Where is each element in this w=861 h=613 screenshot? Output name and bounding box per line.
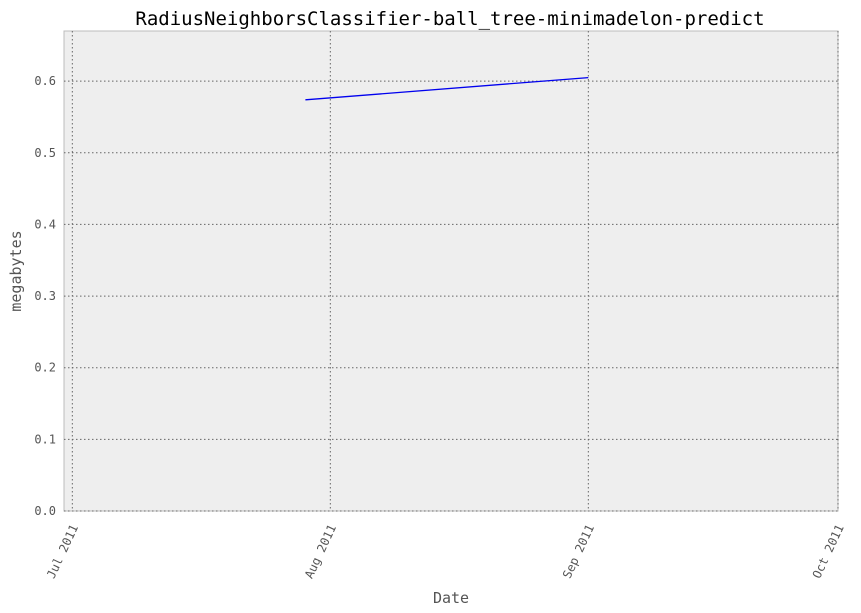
x-tick-label: Jul 2011 — [44, 522, 81, 580]
y-tick-label: 0.5 — [34, 146, 56, 160]
y-tick-label: 0.3 — [34, 289, 56, 303]
chart-title: RadiusNeighborsClassifier-ball_tree-mini… — [135, 8, 764, 30]
x-tick-label: Oct 2011 — [810, 522, 847, 580]
y-tick-label: 0.0 — [34, 504, 56, 518]
series-line — [305, 76, 589, 101]
y-tick-label: 0.4 — [34, 217, 56, 231]
y-tick-label: 0.2 — [34, 361, 56, 375]
x-tick-label: Sep 2011 — [560, 522, 597, 580]
x-axis-label: Date — [433, 589, 469, 607]
y-tick-label: 0.6 — [34, 74, 56, 88]
y-tick-label: 0.1 — [34, 432, 56, 446]
y-axis-label: megabytes — [7, 230, 25, 311]
x-tick-label: Aug 2011 — [302, 522, 339, 580]
plot-area — [63, 30, 839, 512]
